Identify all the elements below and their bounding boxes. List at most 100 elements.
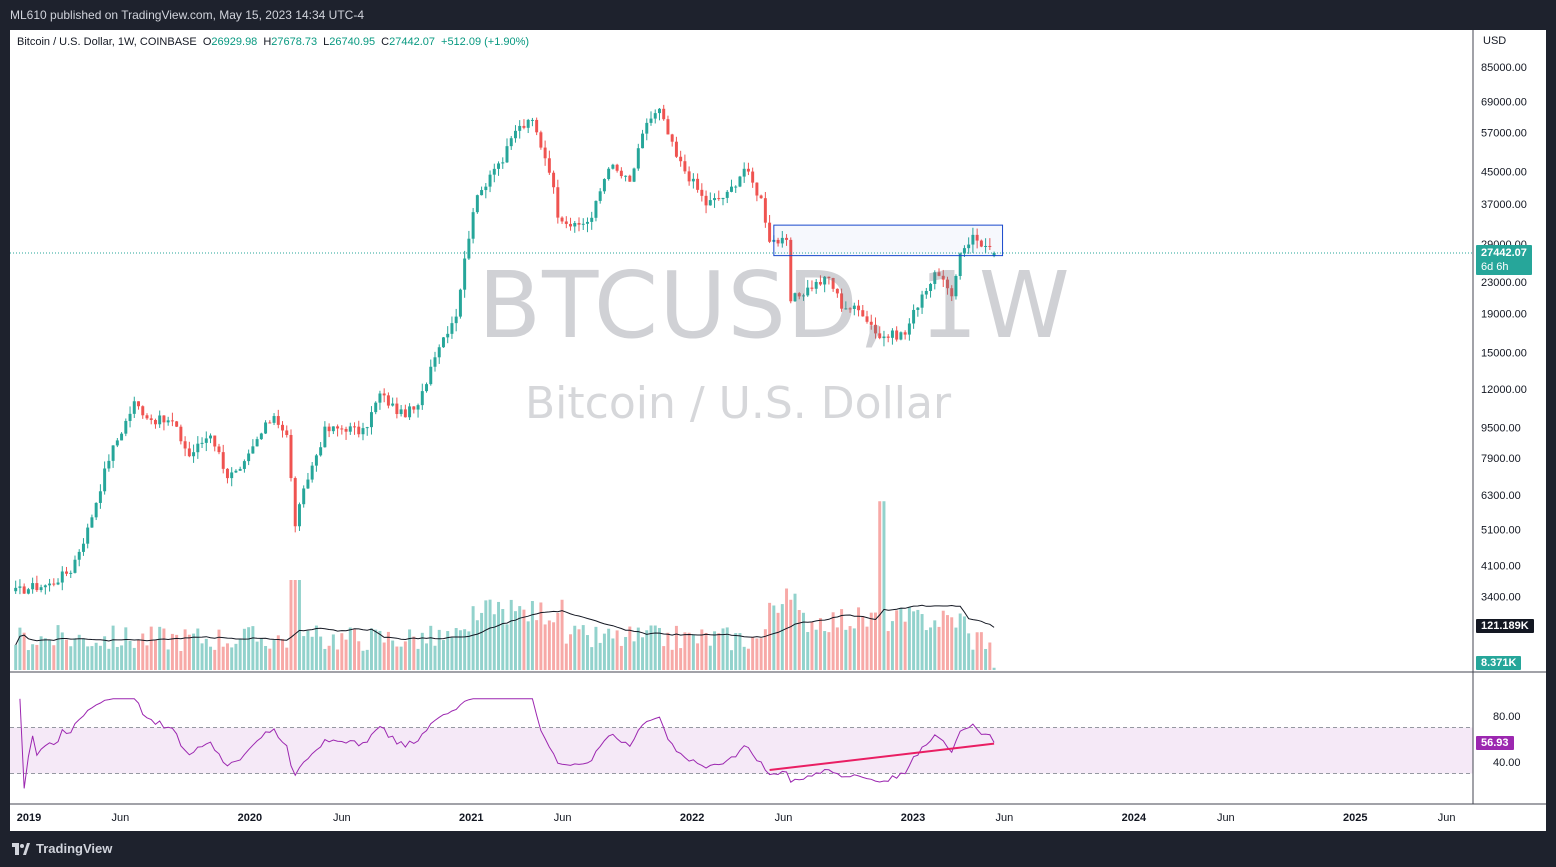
volume-bar <box>272 640 276 670</box>
volume-bar <box>454 628 458 670</box>
candle-body <box>471 212 475 239</box>
candle-body <box>895 330 899 340</box>
candle-body <box>755 182 759 196</box>
chart-canvas[interactable]: 85000.00 69000.00 57000.00 45000.00 37000.00… <box>10 30 1546 831</box>
candle-body <box>874 324 877 334</box>
volume-bar <box>746 648 750 670</box>
candle-body <box>802 295 805 297</box>
candle-body <box>797 293 801 297</box>
candle-body <box>954 276 958 297</box>
volume-bar <box>844 629 848 670</box>
candle-body <box>475 195 479 213</box>
price-tick-label: 9500.00 <box>1481 422 1521 434</box>
volume-bar <box>636 627 640 670</box>
candle-body <box>209 435 213 439</box>
volume-bar <box>878 501 882 670</box>
candle-body <box>281 424 285 431</box>
candle-countdown: 6d 6h <box>1481 261 1509 273</box>
candle-body <box>691 178 695 182</box>
candle-body <box>162 415 166 423</box>
candle-body <box>916 307 920 310</box>
candle-body <box>77 551 81 560</box>
tradingview-brand[interactable]: TradingView <box>12 841 112 856</box>
volume-bar <box>806 632 810 670</box>
volume-bar <box>916 609 920 670</box>
volume-bar <box>941 610 945 670</box>
candle-body <box>225 468 229 479</box>
candle-body <box>437 347 441 358</box>
volume-bar <box>141 633 145 670</box>
candle-body <box>988 245 992 247</box>
candle-body <box>818 281 822 285</box>
volume-bar <box>975 632 979 670</box>
candle-body <box>666 119 670 135</box>
volume-bar <box>458 630 462 670</box>
volume-bar <box>594 626 598 670</box>
candle-body <box>450 323 454 334</box>
volume-bar <box>649 625 653 670</box>
volume-bar <box>704 632 708 670</box>
candle-body <box>289 434 293 479</box>
time-tick-label: 2020 <box>238 812 262 824</box>
candle-body <box>103 468 107 492</box>
candle-body <box>674 141 678 157</box>
volume-bar <box>259 638 263 670</box>
volume-bar <box>327 645 331 670</box>
volume-bar <box>835 627 839 670</box>
volume-bar <box>882 501 886 670</box>
volume-bar <box>700 629 704 670</box>
candle-body <box>611 164 615 169</box>
candle-body <box>962 248 966 254</box>
volume-bar <box>598 642 602 670</box>
volume-bar <box>420 632 424 670</box>
candle-body <box>840 293 844 309</box>
volume-bar <box>310 636 314 670</box>
volume-bar <box>962 616 966 670</box>
candle-body <box>632 168 636 182</box>
price-tick-label: 6300.00 <box>1481 490 1521 502</box>
rsi-band-fill <box>10 727 1473 774</box>
candle-body <box>276 416 280 425</box>
volume-bar <box>111 625 115 670</box>
volume-bar <box>755 638 759 670</box>
volume-bar <box>86 646 90 670</box>
open-value: 26929.98 <box>211 36 258 48</box>
volume-bar <box>471 606 475 670</box>
candle-body <box>43 585 47 588</box>
candle-body <box>526 119 530 128</box>
volume-bar <box>929 627 933 670</box>
candle-body <box>454 316 458 324</box>
time-tick-label: 2019 <box>17 812 41 824</box>
volume-bar <box>823 631 827 670</box>
candle-body <box>543 147 547 159</box>
candle-body <box>903 332 907 335</box>
candle-body <box>39 587 43 591</box>
candle-body <box>111 445 115 461</box>
volume-bar <box>729 650 733 670</box>
candle-body <box>619 170 623 177</box>
resistance-box <box>773 224 1004 257</box>
volume-bar <box>657 627 661 670</box>
volume-bar <box>759 638 763 670</box>
volume-bar <box>378 630 382 670</box>
volume-bar <box>780 604 784 670</box>
candle-body <box>175 421 179 427</box>
candle-body <box>399 409 403 415</box>
candle-body <box>107 460 111 469</box>
volume-bar <box>31 644 35 670</box>
volume-bar <box>895 610 899 670</box>
volume-bar <box>209 646 213 670</box>
volume-bar <box>365 649 369 670</box>
close-value: 27442.07 <box>389 36 436 48</box>
time-tick-label: Jun <box>1438 812 1456 824</box>
volume-bar <box>602 633 606 670</box>
volume-bar <box>857 607 861 670</box>
volume-bar <box>204 638 208 670</box>
candle-body <box>857 305 861 311</box>
volume-bar <box>433 645 437 670</box>
volume-bar <box>666 632 670 670</box>
watermark-name: Bitcoin / U.S. Dollar <box>525 378 952 429</box>
volume-bar <box>721 628 725 670</box>
candle-body <box>314 455 318 466</box>
candle-body <box>166 420 170 423</box>
